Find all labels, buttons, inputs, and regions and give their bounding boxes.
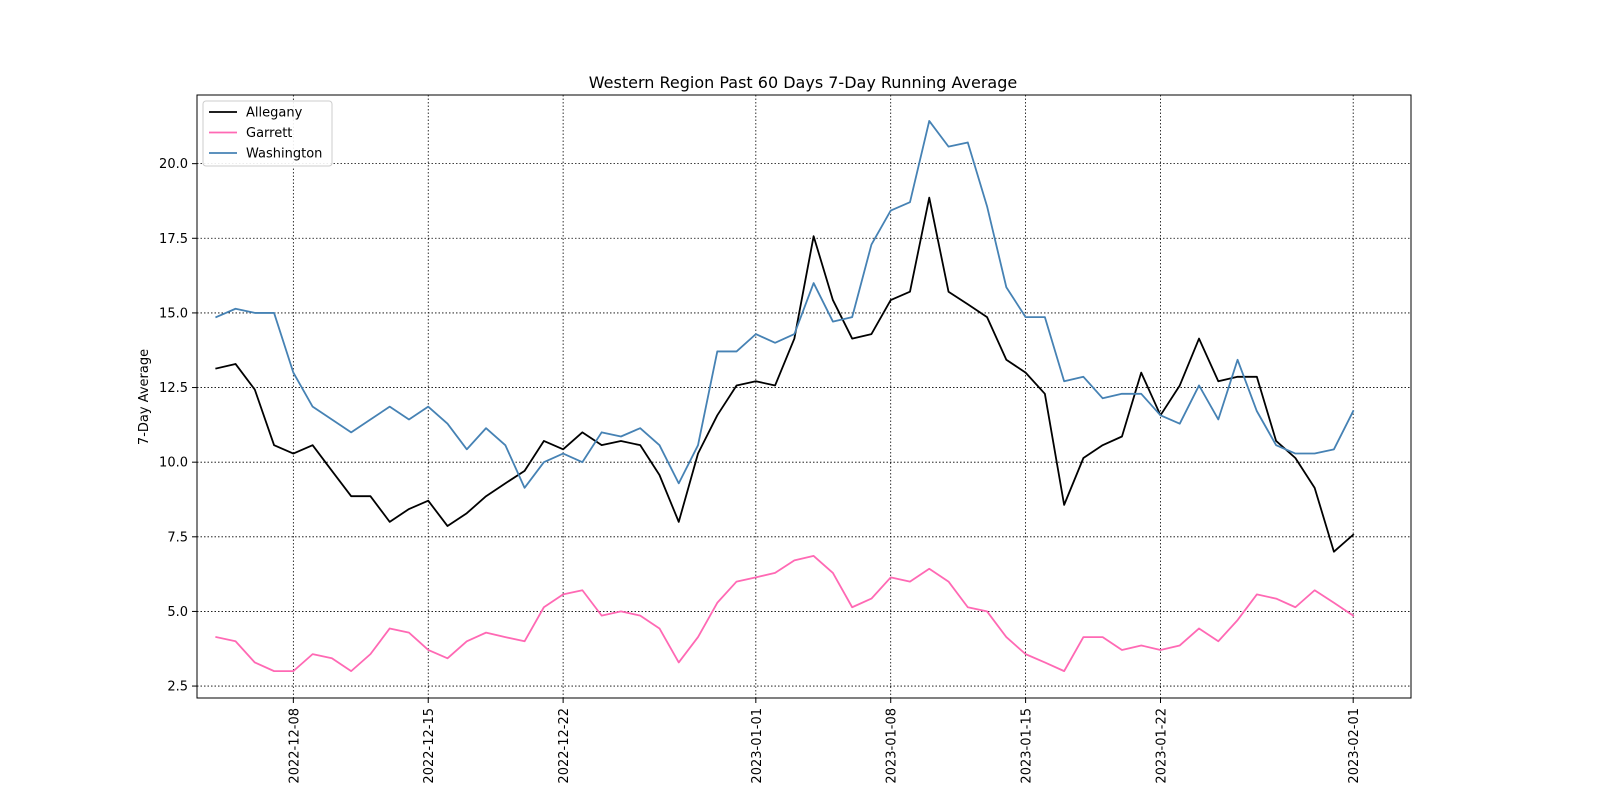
y-tick-label: 17.5	[159, 232, 188, 247]
legend: Allegany Garrett Washington	[202, 100, 333, 167]
x-tick-label: 2023-01-01	[750, 708, 765, 784]
y-tick-label: 20.0	[159, 157, 188, 172]
x-tick-label: 2023-01-08	[885, 708, 900, 784]
x-tick-label: 2022-12-08	[287, 708, 302, 784]
y-axis-label: 7-Day Average	[137, 349, 152, 445]
legend-label-allegany: Allegany	[246, 106, 303, 121]
series-line-garrett	[215, 555, 1355, 673]
x-tick-label: 2023-01-22	[1154, 708, 1169, 784]
legend-box	[202, 100, 333, 167]
x-tick-label: 2022-12-22	[557, 708, 572, 784]
y-tick-label: 2.5	[167, 680, 188, 695]
legend-label-washington: Washington	[246, 147, 322, 162]
y-tick-label: 12.5	[159, 381, 188, 396]
y-tick-label: 10.0	[159, 456, 188, 471]
y-tick-label: 7.5	[167, 530, 188, 545]
series-lines	[215, 120, 1355, 673]
x-tick-label: 2023-01-15	[1020, 708, 1035, 784]
axis-ticks: 2022-12-08 2022-12-15 2022-12-22 2023-01-01…	[159, 157, 1362, 783]
x-tick-label: 2023-02-01	[1347, 708, 1362, 784]
grid	[197, 95, 1411, 698]
series-line-allegany	[215, 196, 1355, 553]
y-tick-label: 15.0	[159, 306, 188, 321]
legend-label-garrett: Garrett	[246, 126, 292, 141]
plot-frame	[196, 94, 1412, 699]
x-tick-label: 2022-12-15	[422, 708, 437, 784]
series-line-washington	[215, 120, 1355, 489]
y-tick-label: 5.0	[167, 605, 188, 620]
chart-title: Western Region Past 60 Days 7-Day Runnin…	[589, 73, 1017, 92]
